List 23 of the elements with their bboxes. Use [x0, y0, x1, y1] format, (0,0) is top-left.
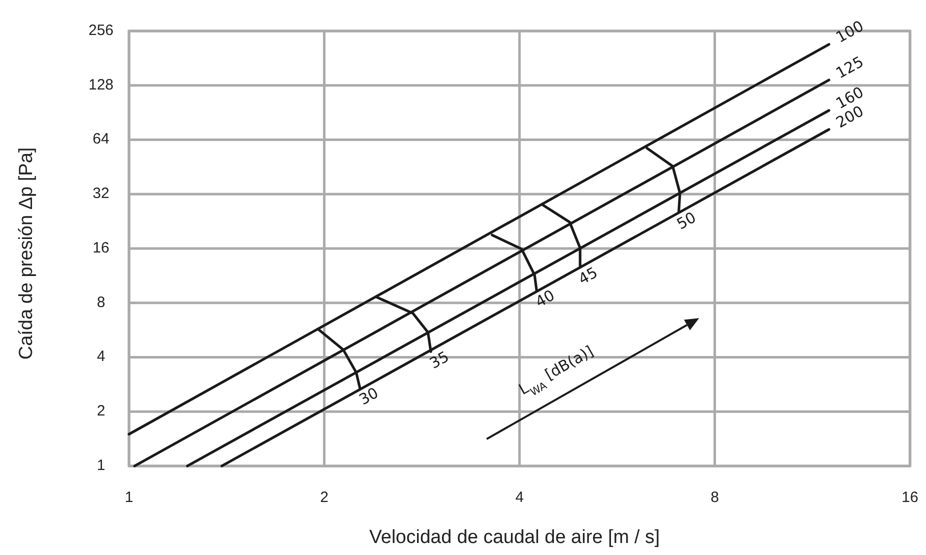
x-tick-label: 2: [320, 489, 328, 506]
x-tick-label: 16: [902, 489, 918, 506]
text: 30: [356, 384, 382, 409]
text: 45: [575, 263, 601, 288]
x-tick-label: 4: [515, 489, 524, 506]
y-axis-title: Caída de presión Δp [Pa]: [16, 147, 37, 360]
x-axis-title: Velocidad de caudal de aire [m / s]: [369, 527, 660, 548]
x-tick-label: 1: [124, 489, 134, 506]
y-tick-label: 2: [96, 402, 106, 420]
y-tick-label: 1: [96, 456, 106, 474]
y-tick-label: 64: [92, 130, 110, 148]
y-tick-label: 32: [92, 185, 110, 202]
y-tick-label: 128: [88, 76, 114, 94]
y-tick-label: 16: [92, 239, 110, 256]
text: 40: [532, 286, 558, 312]
y-tick-label: 4: [96, 348, 106, 366]
x-tick-label: 8: [710, 489, 719, 506]
text: 125: [832, 52, 867, 82]
text: 50: [674, 208, 700, 234]
y-tick-label: 8: [96, 294, 106, 311]
y-tick-label: 256: [88, 22, 114, 39]
text: 35: [426, 348, 452, 373]
text: 100: [832, 16, 867, 47]
